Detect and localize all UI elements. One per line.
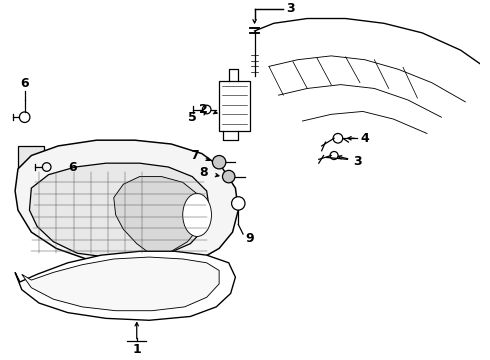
Text: 2: 2 [199,103,208,116]
Text: 4: 4 [360,132,369,145]
Circle shape [213,156,226,169]
Text: 3: 3 [353,155,362,168]
Polygon shape [15,140,238,267]
Circle shape [222,170,235,183]
Text: 6: 6 [21,77,29,90]
Polygon shape [22,257,219,311]
Polygon shape [29,163,210,257]
Text: 9: 9 [245,232,254,246]
Text: 8: 8 [199,166,208,179]
Text: 1: 1 [132,342,141,356]
Polygon shape [18,146,44,169]
Bar [219,81,250,131]
Polygon shape [114,177,202,255]
Polygon shape [15,251,235,320]
Text: 6: 6 [68,161,77,174]
Circle shape [232,197,245,210]
Text: 5: 5 [188,111,196,124]
Text: 3: 3 [287,3,295,15]
Ellipse shape [183,193,212,237]
Text: 7: 7 [190,149,198,162]
